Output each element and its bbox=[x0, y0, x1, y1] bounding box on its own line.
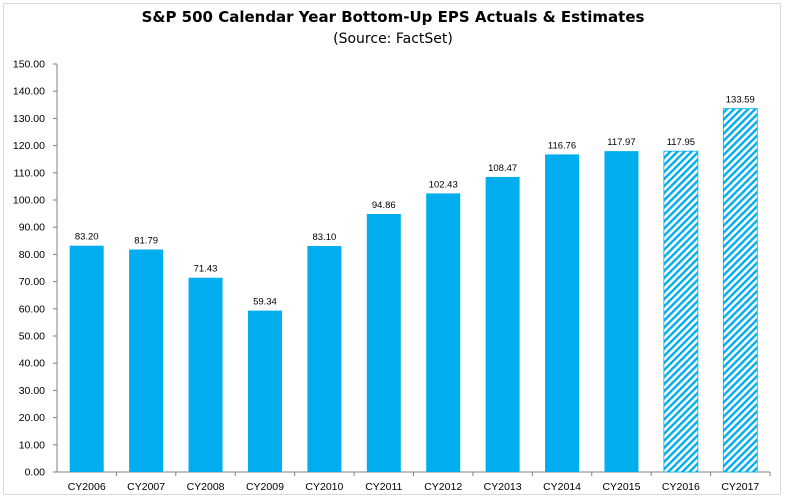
data-label-cy2006: 83.20 bbox=[75, 232, 99, 243]
y-tick-label: 100.00 bbox=[13, 195, 45, 207]
bar-cy2014 bbox=[545, 154, 580, 473]
y-tick-label: 70.00 bbox=[19, 276, 45, 288]
bars: 83.20 81.79 71.43 59.34 83.10 94.86 102.43 108.… bbox=[69, 95, 758, 473]
y-tick-label: 50.00 bbox=[19, 331, 45, 343]
data-label-cy2016: 117.95 bbox=[667, 137, 695, 148]
y-tick-label: 40.00 bbox=[19, 358, 45, 370]
chart-frame bbox=[3, 3, 781, 495]
bar-cy2011 bbox=[366, 213, 401, 472]
y-tick-label: 120.00 bbox=[13, 140, 45, 152]
x-tick-label-cy2009: CY2009 bbox=[246, 481, 284, 493]
y-tick-label: 60.00 bbox=[19, 303, 45, 315]
data-label-cy2009: 59.34 bbox=[253, 297, 277, 308]
x-tick-label-cy2014: CY2014 bbox=[543, 481, 581, 493]
y-tick-label: 130.00 bbox=[13, 113, 45, 125]
data-label-cy2011: 94.86 bbox=[372, 200, 396, 211]
data-label-cy2017: 133.59 bbox=[726, 95, 755, 106]
y-tick-label: 140.00 bbox=[13, 86, 45, 98]
data-label-cy2012: 102.43 bbox=[429, 179, 458, 190]
y-tick-label: 10.00 bbox=[19, 439, 45, 451]
y-tick-label: 20.00 bbox=[19, 412, 45, 424]
y-tick-label: 90.00 bbox=[19, 222, 45, 234]
bar-cy2006 bbox=[69, 245, 104, 472]
bar-cy2009 bbox=[247, 310, 282, 472]
data-label-cy2008: 71.43 bbox=[194, 264, 218, 275]
data-label-cy2010: 83.10 bbox=[312, 232, 336, 243]
x-tick-label-cy2010: CY2010 bbox=[305, 481, 343, 493]
bar-cy2017 bbox=[722, 108, 758, 473]
x-tick-label-cy2013: CY2013 bbox=[484, 481, 522, 493]
bar-cy2012 bbox=[426, 193, 461, 473]
data-label-cy2014: 116.76 bbox=[548, 140, 576, 151]
y-tick-label: 110.00 bbox=[14, 167, 45, 179]
y-tick-label: 0.00 bbox=[25, 467, 46, 479]
x-axis: CY2006 CY2007 CY2008 CY2009 CY2010 CY2011 CY20… bbox=[57, 471, 771, 493]
bar-cy2015 bbox=[604, 151, 639, 473]
x-tick-label-cy2006: CY2006 bbox=[68, 481, 106, 493]
y-tick-label: 80.00 bbox=[19, 249, 45, 261]
x-tick-label-cy2017: CY2017 bbox=[721, 481, 759, 493]
x-tick-label-cy2011: CY2011 bbox=[365, 481, 402, 493]
y-tick-label: 150.00 bbox=[13, 59, 45, 71]
x-tick-label-cy2016: CY2016 bbox=[662, 481, 700, 493]
x-tick-label-cy2012: CY2012 bbox=[424, 481, 462, 493]
chart-subtitle: (Source: FactSet) bbox=[333, 31, 453, 47]
x-tick-label-cy2015: CY2015 bbox=[602, 481, 640, 493]
bar-cy2008 bbox=[188, 277, 223, 472]
bar-cy2010 bbox=[307, 245, 342, 472]
x-tick-label-cy2007: CY2007 bbox=[127, 481, 165, 493]
bar-cy2016 bbox=[663, 150, 699, 473]
data-label-cy2015: 117.97 bbox=[607, 137, 635, 148]
y-axis: 0.00 10.00 20.00 30.00 40.00 50.00 60.00 70.00 8… bbox=[13, 59, 58, 479]
y-tick-label: 30.00 bbox=[19, 385, 45, 397]
bar-cy2013 bbox=[485, 176, 520, 472]
chart-title: S&P 500 Calendar Year Bottom-Up EPS Actu… bbox=[141, 8, 645, 26]
bar-cy2007 bbox=[129, 249, 164, 472]
data-label-cy2007: 81.79 bbox=[134, 236, 158, 247]
data-label-cy2013: 108.47 bbox=[488, 163, 517, 174]
x-tick-label-cy2008: CY2008 bbox=[187, 481, 225, 493]
